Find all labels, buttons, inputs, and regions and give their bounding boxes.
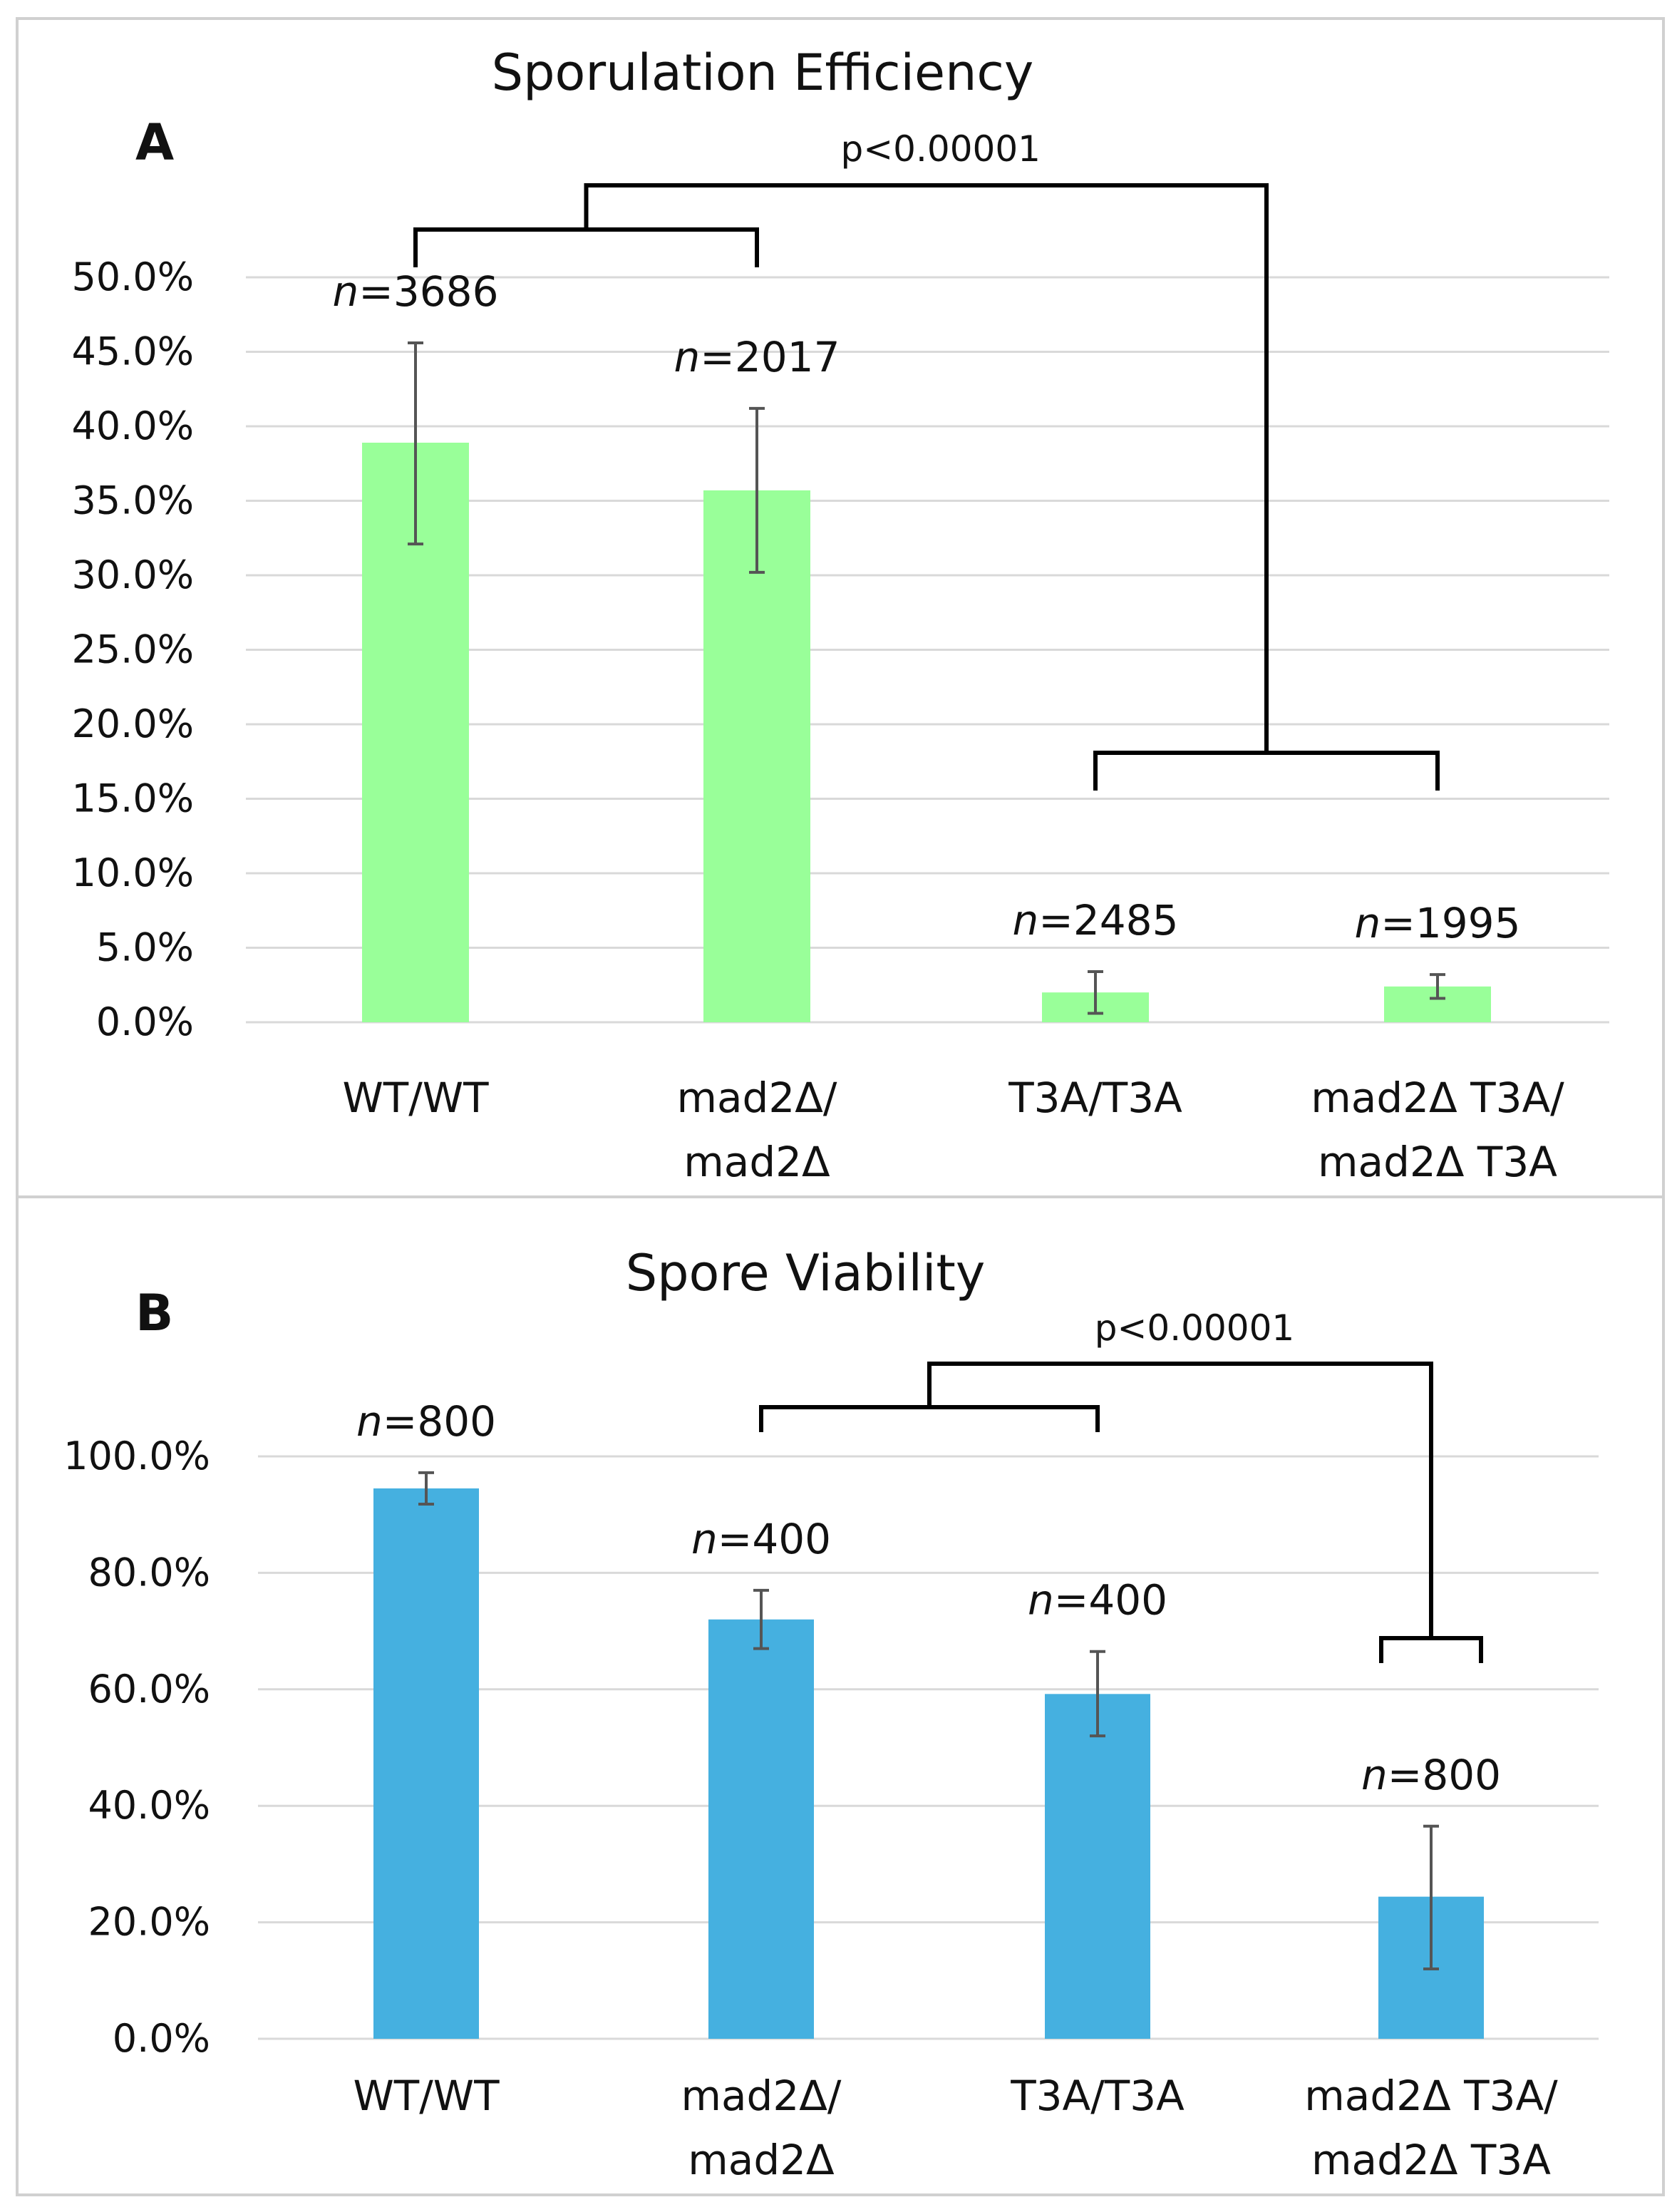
y-tick-label: 35.0% [71, 478, 194, 523]
y-tick-label: 40.0% [71, 403, 194, 448]
p-value-label: p<0.00001 [841, 128, 1041, 170]
panel-b-title: Spore Viability [626, 1244, 986, 1302]
n-label: n=1995 [1355, 899, 1521, 947]
bar [708, 1619, 814, 2039]
category-label: mad2Δ T3A/mad2Δ T3A [1304, 2072, 1558, 2184]
category-label: mad2Δ/mad2Δ [677, 1074, 837, 1186]
panel-a-title: Sporulation Efficiency [492, 43, 1034, 102]
bracket-connector [927, 1362, 1433, 1640]
panel-b-frame [16, 1195, 1665, 2196]
bar [373, 1488, 479, 2039]
bracket-connector [584, 183, 1269, 755]
y-tick-label: 60.0% [88, 1667, 210, 1712]
category-label: T3A/T3A [1008, 1074, 1182, 1122]
y-tick-label: 15.0% [71, 776, 194, 821]
y-tick-label: 100.0% [63, 1434, 210, 1478]
n-label: n=2485 [1013, 896, 1179, 945]
y-tick-label: 30.0% [71, 552, 194, 597]
y-tick-label: 10.0% [71, 850, 194, 895]
y-tick-label: 80.0% [88, 1550, 210, 1595]
y-tick-label: 20.0% [71, 701, 194, 746]
panel-b-letter: B [135, 1284, 173, 1342]
y-tick-label: 20.0% [88, 1900, 210, 1945]
category-label: mad2Δ T3A/mad2Δ T3A [1311, 1074, 1564, 1186]
category-label: WT/WT [342, 1074, 489, 1122]
n-label: n=400 [691, 1515, 831, 1563]
bracket-left [413, 227, 759, 267]
bar [703, 490, 810, 1022]
sporulation-chart: 0.0% 5.0% 10.0% 15.0% 20.0% 25.0% 30.0% 35.0% 40… [71, 128, 1609, 1186]
bar [1045, 1694, 1150, 2039]
y-tick-label: 5.0% [96, 925, 194, 970]
p-value-label: p<0.00001 [1095, 1307, 1294, 1349]
y-tick-label: 0.0% [113, 2016, 210, 2061]
bracket-right [1093, 751, 1440, 791]
n-label: n=800 [1361, 1751, 1501, 1799]
y-tick-label: 50.0% [71, 254, 194, 299]
n-label: n=2017 [674, 333, 840, 381]
bracket-left [759, 1405, 1100, 1432]
category-label: WT/WT [353, 2072, 500, 2120]
y-tick-label: 25.0% [71, 627, 194, 672]
y-tick-label: 0.0% [96, 999, 194, 1044]
category-label: mad2Δ/mad2Δ [681, 2072, 842, 2184]
n-label: n=400 [1028, 1576, 1167, 1625]
n-label: n=800 [356, 1397, 496, 1446]
y-tick-label: 45.0% [71, 329, 194, 374]
viability-chart: 0.0% 20.0% 40.0% 60.0% 80.0% 100.0% n=800 WT/WT… [63, 1307, 1599, 2184]
category-label: T3A/T3A [1010, 2072, 1185, 2120]
y-tick-label: 40.0% [88, 1783, 210, 1828]
bracket-right [1379, 1636, 1483, 1663]
panel-a-letter: A [135, 113, 174, 172]
n-label: n=3686 [333, 267, 499, 316]
